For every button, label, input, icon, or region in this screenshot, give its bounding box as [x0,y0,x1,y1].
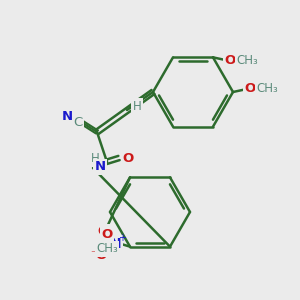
Text: CH₃: CH₃ [236,54,258,67]
Text: C: C [74,116,82,128]
Text: O: O [224,54,236,67]
Text: N: N [110,237,122,250]
Text: O: O [122,152,134,164]
Text: N: N [94,160,106,173]
Text: O: O [98,225,109,238]
Text: +: + [118,232,126,243]
Text: O: O [95,249,106,262]
Text: O: O [101,227,112,241]
Text: H: H [133,100,141,112]
Text: O: O [244,82,256,95]
Text: N: N [61,110,73,122]
Text: CH₃: CH₃ [96,242,118,256]
Text: H: H [91,152,99,166]
Text: CH₃: CH₃ [256,82,278,95]
Text: ⁻: ⁻ [90,250,96,260]
